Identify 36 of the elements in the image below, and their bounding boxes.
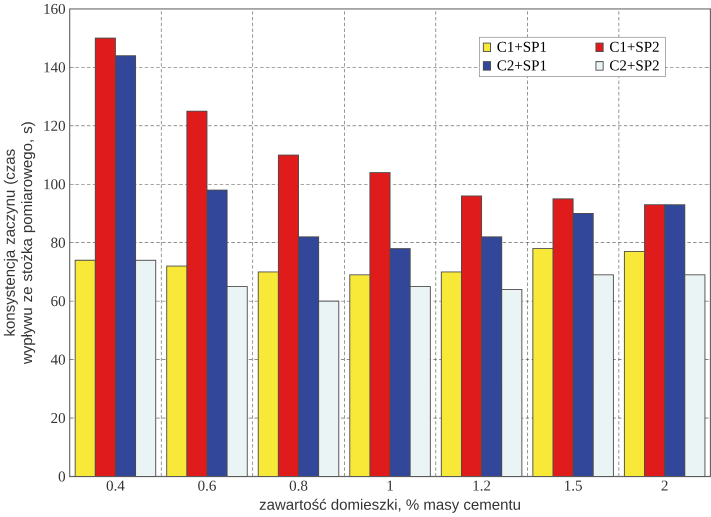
- y-tick-label: 60: [51, 296, 66, 306]
- legend-label: C1+SP1: [497, 42, 546, 52]
- y-tick-label: 40: [50, 354, 66, 365]
- bar: [664, 204, 686, 477]
- x-tick-label: 2: [662, 480, 668, 491]
- legend-label: C2+SP1: [497, 60, 546, 71]
- bar: [114, 55, 136, 477]
- x-tick-label: 1: [388, 480, 393, 491]
- x-tick-label: 0.8: [290, 480, 308, 491]
- y-tick-label: 160: [44, 4, 66, 14]
- x-tick-label: 1.5: [565, 480, 582, 491]
- y-tick-label: 100: [44, 179, 66, 190]
- x-tick-label: 1.2: [474, 480, 490, 491]
- y-tick-label: 140: [44, 62, 66, 73]
- y-tick-label: 80: [51, 238, 66, 248]
- x-tick-label: 0.6: [198, 480, 216, 491]
- bar: [298, 236, 320, 477]
- legend-label: C2+SP2: [610, 60, 659, 71]
- y-tick-label: 20: [51, 413, 66, 424]
- y-tick-label: 120: [44, 120, 66, 132]
- bar: [369, 172, 391, 477]
- y-tick-label: 0: [58, 472, 66, 482]
- y-axis-title: konsystencja zaczynu (czas wypływu ze stożka pomiarowego, s): [4, 122, 36, 364]
- legend-label: C1+SP2: [610, 42, 659, 52]
- bar: [186, 110, 208, 477]
- bar: [206, 190, 228, 477]
- bar: [278, 154, 299, 477]
- bar: [644, 204, 666, 477]
- bar: [390, 248, 411, 477]
- x-tick-label: 0.4: [106, 480, 125, 491]
- bar: [572, 213, 594, 477]
- bar: [552, 198, 574, 477]
- bar: [94, 38, 116, 477]
- bar: [481, 236, 502, 477]
- bar: [460, 196, 482, 477]
- x-axis-title: zawartość domieszki, % masy cementu: [260, 498, 520, 513]
